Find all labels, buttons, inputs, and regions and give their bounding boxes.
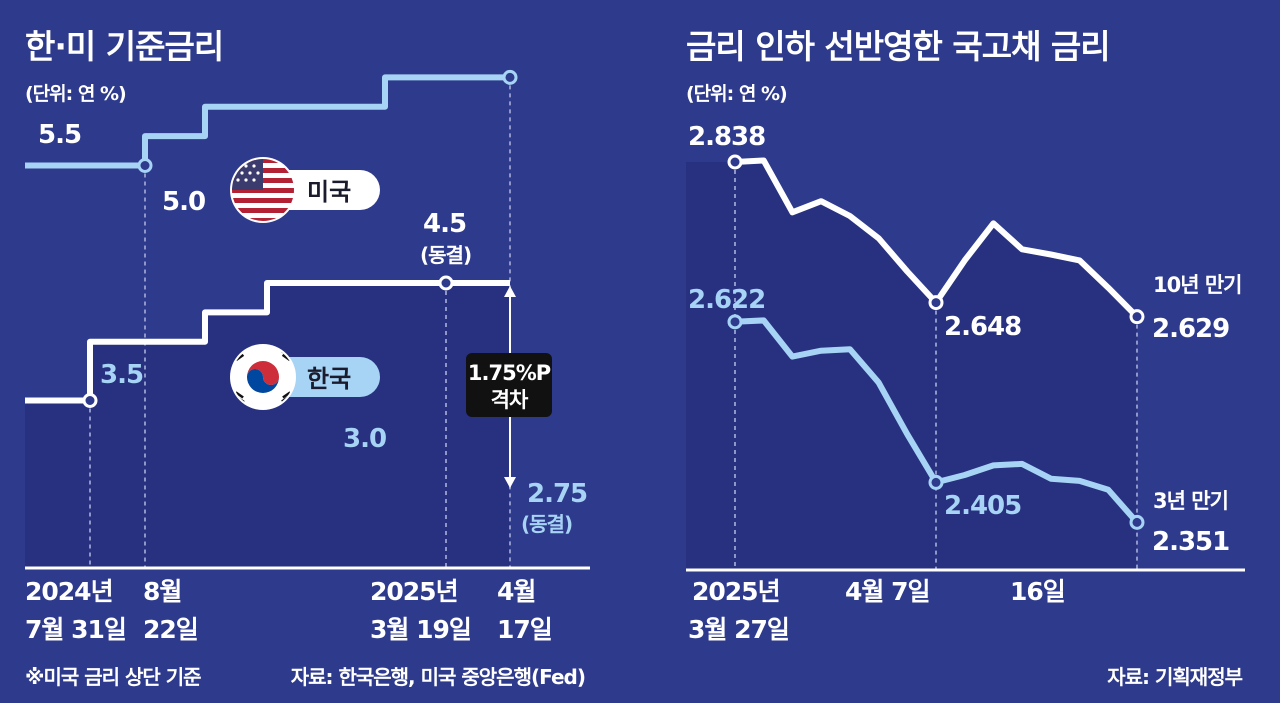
left-unit-label: (단위: 연 %) (25, 83, 126, 105)
right-source: 자료: 기획재정부 (1107, 665, 1242, 689)
kr-label-2-75-freeze: (동결) (521, 512, 572, 536)
left-tick-label: 7월 31일 (25, 615, 126, 644)
yield-markers (727, 154, 1145, 530)
korea-rate-marker (137, 158, 153, 173)
10y-yield-marker (1129, 309, 1145, 325)
left-tick-label: 2024년 (25, 577, 113, 606)
korea-legend-label: 한국 (307, 365, 351, 393)
3y-yield-marker (1129, 514, 1145, 530)
right-unit-label: (단위: 연 %) (686, 83, 787, 105)
left-tick-label: 4월 (497, 577, 535, 606)
right-tick-label: 2025년 (692, 577, 780, 606)
guide-lines (734, 170, 1138, 570)
left-tick-label: 8월 (143, 577, 181, 606)
left-source: 자료: 한국은행, 미국 중앙은행(Fed) (291, 665, 585, 689)
us-rate-marker (82, 393, 98, 408)
kr-label-3-0: 3.0 (343, 424, 386, 454)
korea-rate-marker (502, 69, 518, 85)
rate-markers (82, 69, 518, 408)
kr-label-3-5: 3.5 (100, 360, 143, 390)
10y-yield-marker (727, 154, 743, 170)
plot-area (25, 283, 510, 568)
10y-label-start: 2.838 (688, 122, 765, 152)
kr-label-2-75: 2.75 (527, 479, 587, 509)
us-label-4-5: 4.5 (423, 209, 466, 239)
10y-label-end: 2.629 (1152, 314, 1229, 344)
right-chart-title: 금리 인하 선반영한 국고채 금리 (686, 27, 1110, 66)
left-tick-label: 22일 (143, 615, 198, 644)
us-flag-icon (230, 157, 296, 223)
3y-series-label: 3년 만기 (1153, 489, 1228, 513)
right-tick-label: 4월 7일 (845, 577, 930, 606)
left-tick-label: 2025년 (370, 577, 458, 606)
10y-yield-marker (928, 295, 944, 311)
korea-flag-icon (230, 344, 296, 410)
3y-label-mid: 2.405 (944, 491, 1021, 521)
3y-yield-marker (928, 474, 944, 490)
us-legend-badge: 미국 (230, 157, 380, 223)
right-tick-label: 16일 (1010, 577, 1065, 606)
us-label-4-5-freeze: (동결) (420, 243, 471, 267)
left-tick-label: 3월 19일 (370, 615, 471, 644)
left-footnote: ※미국 금리 상단 기준 (25, 665, 201, 689)
3y-label-end: 2.351 (1152, 527, 1229, 557)
right-tick-label: 3월 27일 (688, 615, 789, 644)
left-tick-label: 17일 (497, 615, 552, 644)
us-rate-line (25, 280, 510, 404)
us-label-5-5: 5.5 (38, 120, 81, 150)
gap-caption: 격차 (491, 388, 529, 412)
rate-gap-annotation: 1.75%P 격차 (466, 286, 552, 488)
3y-yield-marker (727, 314, 743, 330)
us-legend-label: 미국 (307, 178, 351, 206)
policy-rate-panel: 한·미 기준금리 (단위: 연 %) 5.5 5.0 4.5 (동결) 3.5 … (25, 27, 590, 689)
left-chart-title: 한·미 기준금리 (25, 27, 223, 66)
korea-legend-badge: 한국 (230, 344, 380, 410)
us-label-5-0: 5.0 (162, 187, 205, 217)
treasury-yield-panel: 금리 인하 선반영한 국고채 금리 (단위: 연 %) 2.838 2.648 … (686, 27, 1245, 689)
3y-label-start: 2.622 (688, 285, 765, 315)
us-rate-marker (438, 275, 454, 291)
gap-value: 1.75%P (468, 361, 551, 385)
10y-label-mid: 2.648 (944, 312, 1021, 342)
10y-series-label: 10년 만기 (1153, 273, 1242, 297)
plot-area (686, 160, 1137, 570)
